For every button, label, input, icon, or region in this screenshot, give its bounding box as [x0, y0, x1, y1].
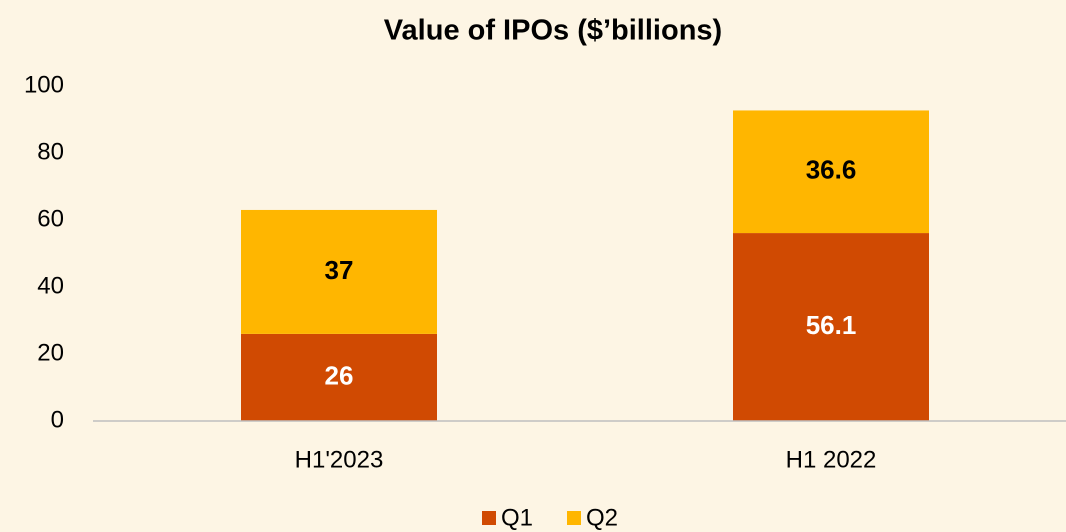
data-label: 56.1 — [806, 310, 857, 340]
data-label: 26 — [325, 360, 354, 390]
bar-segment — [733, 233, 929, 421]
bar-segment — [241, 209, 437, 334]
y-tick-label: 100 — [24, 71, 64, 98]
y-tick-label: 20 — [37, 339, 64, 366]
bar-segment — [241, 333, 437, 421]
y-tick-label: 40 — [37, 272, 64, 299]
y-tick-label: 80 — [37, 138, 64, 165]
legend-label: Q2 — [586, 504, 618, 531]
x-tick-label: H1'2023 — [295, 446, 384, 473]
x-tick-label: H1 2022 — [786, 446, 877, 473]
chart-title: Value of IPOs ($’billions) — [384, 15, 722, 47]
legend-swatch — [482, 511, 496, 525]
y-tick-label: 60 — [37, 205, 64, 232]
bar-segment — [733, 110, 929, 234]
legend-swatch — [567, 511, 581, 525]
data-label: 36.6 — [806, 155, 857, 185]
y-tick-label: 0 — [51, 406, 64, 433]
data-label: 37 — [325, 255, 354, 285]
legend-label: Q1 — [501, 504, 533, 531]
